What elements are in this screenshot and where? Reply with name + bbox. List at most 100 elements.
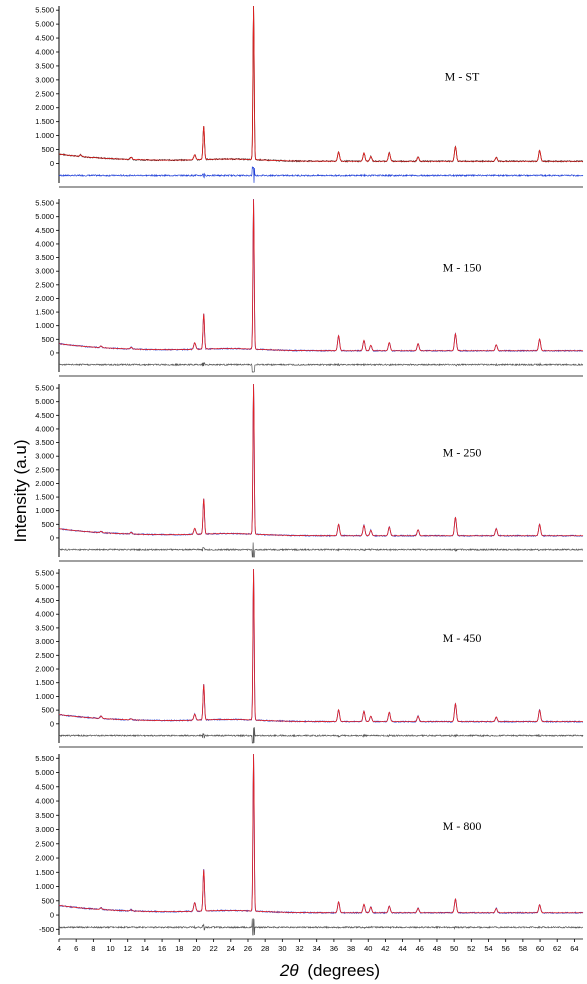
calculated-curve bbox=[58, 568, 583, 723]
y-tick-label: 4.500 bbox=[35, 226, 54, 235]
y-tick-label: -500 bbox=[39, 925, 54, 934]
y-tick-label: 1.000 bbox=[35, 692, 54, 701]
x-tick-label: 48 bbox=[433, 944, 441, 953]
observed-curve bbox=[58, 568, 584, 724]
panel-label: M - ST bbox=[445, 69, 480, 83]
y-tick-label: 1.000 bbox=[35, 506, 54, 515]
chart-panels: 0 500 1.000 1.500 2.000 2.500 3.000 3.500 4.000 4… bbox=[35, 5, 584, 940]
x-axis-symbol: 2θ bbox=[279, 961, 299, 980]
y-axis-title: Intensity (a.u) bbox=[11, 440, 30, 543]
y-tick-label: 1.000 bbox=[35, 131, 54, 140]
y-tick-label: 2.500 bbox=[35, 89, 54, 98]
y-tick-label: 500 bbox=[41, 706, 54, 715]
y-tick-label: 5.000 bbox=[35, 20, 54, 29]
panel-label: M - 450 bbox=[443, 631, 482, 645]
y-tick-label: 5.000 bbox=[35, 768, 54, 777]
y-tick-label: 3.000 bbox=[35, 267, 54, 276]
y-tick-label: 3.500 bbox=[35, 438, 54, 447]
x-tick-label: 40 bbox=[364, 944, 372, 953]
y-tick-label: 2.000 bbox=[35, 854, 54, 863]
y-tick-label: 4.000 bbox=[35, 610, 54, 619]
x-tick-label: 60 bbox=[536, 944, 544, 953]
x-axis-unit: (degrees) bbox=[307, 961, 380, 980]
y-tick-label: 1.500 bbox=[35, 117, 54, 126]
panel-label: M - 800 bbox=[443, 819, 482, 833]
y-tick-label: 5.000 bbox=[35, 397, 54, 406]
x-tick-label: 24 bbox=[227, 944, 235, 953]
y-tick-label: 2.500 bbox=[35, 280, 54, 289]
observed-curve bbox=[58, 198, 584, 353]
calculated-curve bbox=[58, 199, 583, 352]
y-tick-label: 5.500 bbox=[35, 199, 54, 208]
y-tick-label: 4.000 bbox=[35, 797, 54, 806]
y-tick-label: 3.500 bbox=[35, 623, 54, 632]
y-tick-label: 500 bbox=[41, 520, 54, 529]
y-tick-label: 0 bbox=[50, 348, 54, 357]
y-tick-label: 3.000 bbox=[35, 637, 54, 646]
y-tick-label: 2.500 bbox=[35, 839, 54, 848]
y-tick-label: 3.500 bbox=[35, 253, 54, 262]
calculated-curve bbox=[58, 753, 583, 914]
y-tick-label: 3.000 bbox=[35, 75, 54, 84]
y-tick-label: 2.000 bbox=[35, 665, 54, 674]
y-tick-label: 1.500 bbox=[35, 868, 54, 877]
panel-1: 0 500 1.000 1.500 2.000 2.500 3.000 3.500 4.000 4… bbox=[35, 5, 584, 188]
y-tick-label: 0 bbox=[50, 911, 54, 920]
x-tick-label: 56 bbox=[502, 944, 510, 953]
y-tick-label: 1.500 bbox=[35, 493, 54, 502]
x-tick-label: 38 bbox=[347, 944, 355, 953]
y-tick-label: 5.000 bbox=[35, 582, 54, 591]
x-tick-label: 42 bbox=[381, 944, 389, 953]
x-tick-label: 8 bbox=[91, 944, 95, 953]
y-tick-label: 4.000 bbox=[35, 239, 54, 248]
x-tick-label: 64 bbox=[570, 944, 578, 953]
y-tick-label: 3.000 bbox=[35, 825, 54, 834]
y-tick-label: 0 bbox=[50, 719, 54, 728]
observed-curve bbox=[58, 5, 584, 163]
y-tick-label: 0 bbox=[50, 159, 54, 168]
y-tick-label: 4.000 bbox=[35, 47, 54, 56]
x-tick-label: 30 bbox=[278, 944, 286, 953]
y-tick-label: 500 bbox=[41, 896, 54, 905]
x-tick-label: 16 bbox=[158, 944, 166, 953]
y-tick-label: 2.000 bbox=[35, 294, 54, 303]
panel-5: -500 0 500 1.000 1.500 2.000 2.500 3.000 3.500 4.… bbox=[35, 753, 584, 940]
y-tick-label: 4.500 bbox=[35, 411, 54, 420]
x-tick-label: 50 bbox=[450, 944, 458, 953]
y-tick-label: 5.500 bbox=[35, 569, 54, 578]
x-tick-label: 44 bbox=[398, 944, 406, 953]
y-tick-label: 500 bbox=[41, 145, 54, 154]
y-tick-label: 3.500 bbox=[35, 61, 54, 70]
observed-curve bbox=[58, 753, 584, 915]
y-tick-label: 1.000 bbox=[35, 882, 54, 891]
difference-curve bbox=[58, 542, 583, 558]
y-tick-label: 4.000 bbox=[35, 424, 54, 433]
x-tick-label: 28 bbox=[261, 944, 269, 953]
panel-label: M - 150 bbox=[443, 261, 482, 275]
y-tick-label: 4.500 bbox=[35, 34, 54, 43]
x-tick-label: 4 bbox=[57, 944, 61, 953]
y-tick-label: 4.500 bbox=[35, 596, 54, 605]
x-tick-label: 34 bbox=[313, 944, 321, 953]
y-tick-label: 2.000 bbox=[35, 103, 54, 112]
x-tick-label: 32 bbox=[295, 944, 303, 953]
x-tick-label: 18 bbox=[175, 944, 183, 953]
y-tick-label: 4.500 bbox=[35, 782, 54, 791]
observed-curve bbox=[58, 383, 584, 538]
difference-curve bbox=[58, 362, 584, 373]
calculated-curve bbox=[58, 383, 583, 537]
y-tick-label: 5.000 bbox=[35, 212, 54, 221]
y-tick-label: 0 bbox=[50, 533, 54, 542]
difference-curve bbox=[58, 165, 584, 183]
y-tick-label: 3.000 bbox=[35, 452, 54, 461]
x-tick-label: 46 bbox=[416, 944, 424, 953]
y-tick-label: 5.500 bbox=[35, 6, 54, 15]
x-tick-label: 26 bbox=[244, 944, 252, 953]
y-tick-label: 1.500 bbox=[35, 678, 54, 687]
x-tick-label: 20 bbox=[192, 944, 200, 953]
x-tick-label: 14 bbox=[141, 944, 149, 953]
x-tick-label: 6 bbox=[74, 944, 78, 953]
panel-label: M - 250 bbox=[443, 446, 482, 460]
y-tick-label: 2.000 bbox=[35, 479, 54, 488]
